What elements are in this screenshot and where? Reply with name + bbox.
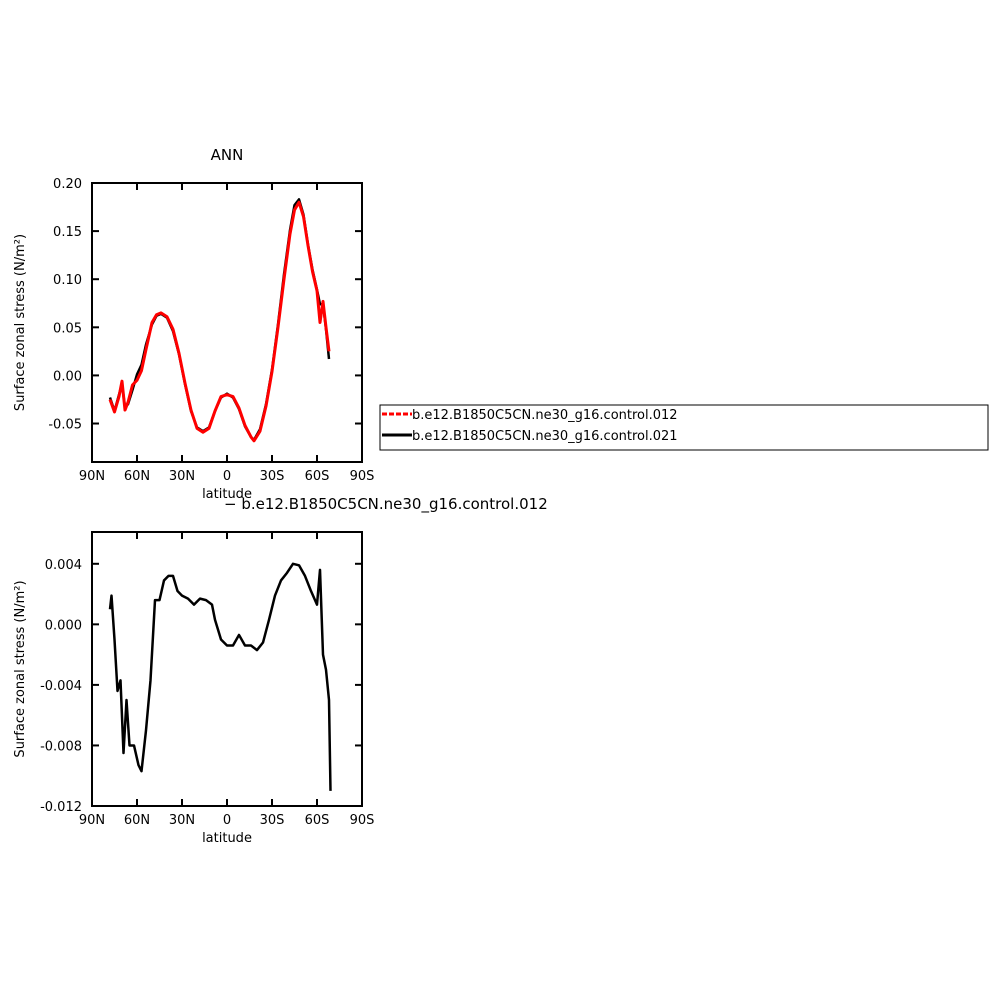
y-tick-label: 0.000 <box>45 618 82 633</box>
x-axis-label: latitude <box>202 487 252 502</box>
data-line <box>108 562 332 791</box>
x-tick-label: 30S <box>260 813 285 828</box>
x-axis-label: latitude <box>202 831 252 846</box>
x-tick-label: 60S <box>305 469 330 484</box>
y-tick-label: 0.00 <box>53 369 82 384</box>
chart-title: ANN <box>211 146 244 164</box>
x-tick-label: 30S <box>260 469 285 484</box>
x-tick-label: 90N <box>79 813 105 828</box>
y-tick-label: 0.20 <box>53 177 82 192</box>
y-tick-label: -0.012 <box>40 800 82 815</box>
chart-title: − b.e12.B1850C5CN.ne30_g16.control.012 <box>224 495 548 514</box>
y-tick-label: 0.10 <box>53 273 82 288</box>
x-tick-label: 60N <box>124 469 150 484</box>
x-tick-label: 90S <box>350 469 375 484</box>
y-tick-label: 0.15 <box>53 225 82 240</box>
y-tick-label: -0.004 <box>40 679 82 694</box>
x-tick-label: 60S <box>305 813 330 828</box>
plot-frame <box>91 531 363 807</box>
y-tick-label: -0.05 <box>48 418 82 433</box>
legend-label: b.e12.B1850C5CN.ne30_g16.control.012 <box>412 408 678 423</box>
y-tick-label: 0.05 <box>53 321 82 336</box>
legend-box <box>379 404 989 451</box>
x-tick-label: 30N <box>169 813 195 828</box>
y-tick-label: 0.004 <box>45 558 82 573</box>
x-tick-label: 90S <box>350 813 375 828</box>
x-tick-label: 60N <box>124 813 150 828</box>
y-axis-label: Surface zonal stress (N/m²) <box>13 234 28 411</box>
x-tick-label: 0 <box>223 469 231 484</box>
data-line <box>108 200 331 443</box>
x-tick-label: 30N <box>169 469 195 484</box>
y-axis-label: Surface zonal stress (N/m²) <box>13 580 28 757</box>
x-tick-label: 90N <box>79 469 105 484</box>
legend-label: b.e12.B1850C5CN.ne30_g16.control.021 <box>412 429 678 444</box>
x-tick-label: 0 <box>223 813 231 828</box>
y-tick-label: -0.008 <box>40 739 82 754</box>
